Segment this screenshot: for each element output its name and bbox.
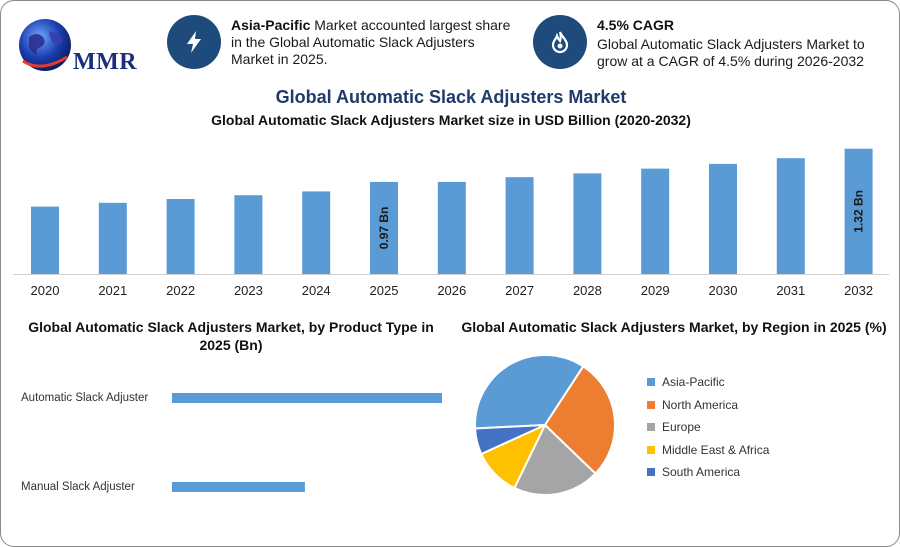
- pie-slice-2: [513, 423, 597, 496]
- legend-label-1: North America: [662, 397, 739, 412]
- x-tick-label-2024: 2024: [302, 283, 331, 298]
- flame-drop-icon: [533, 15, 587, 69]
- region-pie-title: Global Automatic Slack Adjusters Market,…: [461, 319, 887, 335]
- mmr-logo: MMR: [15, 13, 145, 77]
- bar-2027: [505, 177, 534, 274]
- x-tick-label-2027: 2027: [505, 283, 534, 298]
- x-tick-label-2025: 2025: [370, 283, 399, 298]
- legend-item-3: Middle East & Africa: [647, 439, 847, 462]
- bar-2023: [234, 195, 263, 274]
- legend-item-4: South America: [647, 461, 847, 484]
- x-tick-label-2032: 2032: [844, 283, 873, 298]
- info-left-text: Asia-Pacific Market accounted largest sh…: [231, 17, 521, 68]
- chart-subtitle: Global Automatic Slack Adjusters Market …: [211, 112, 691, 128]
- x-tick-label-2031: 2031: [776, 283, 805, 298]
- legend-swatch-3: [647, 445, 655, 454]
- logo-text: MMR: [73, 49, 138, 75]
- legend-label-0: Asia-Pacific: [662, 375, 725, 390]
- bar-2030: [709, 163, 737, 274]
- x-tick-label-2023: 2023: [234, 283, 263, 298]
- bar-2021: [98, 202, 127, 274]
- x-tick-label-2028: 2028: [573, 283, 602, 298]
- pie-slice-0: [474, 354, 585, 430]
- legend-item-1: North America: [647, 394, 847, 417]
- legend-item-2: Europe: [647, 416, 847, 439]
- product-bar-1: [172, 482, 305, 492]
- region-legend: Asia-Pacific North America Europe Middle Ea…: [647, 371, 847, 484]
- x-tick-label-2020: 2020: [31, 283, 60, 298]
- product-label-0: Automatic Slack Adjuster: [21, 392, 148, 404]
- x-tick-label-2026: 2026: [437, 283, 466, 298]
- region-pie-chart: [474, 354, 616, 496]
- legend-swatch-1: [647, 400, 655, 409]
- x-tick-label-2030: 2030: [709, 283, 738, 298]
- legend-label-2: Europe: [662, 420, 701, 435]
- x-tick-label-2029: 2029: [641, 283, 670, 298]
- data-label-2032: 1.32 Bn: [852, 190, 866, 233]
- bar-2032: [844, 148, 873, 274]
- bar-2022: [166, 199, 195, 274]
- x-tick-label-2021: 2021: [98, 283, 127, 298]
- bar-2031: [776, 158, 805, 274]
- globe-icon: [19, 19, 71, 71]
- legend-swatch-0: [647, 378, 655, 387]
- bar-2024: [302, 191, 331, 274]
- pie-slice-1: [543, 364, 616, 475]
- market-size-bar-chart: 2020 2021 2022 2023 2024 2025 2026 2027 2028 2029…: [13, 148, 889, 298]
- product-type-title: Global Automatic Slack Adjusters Market,…: [28, 319, 434, 353]
- product-type-bar-chart: Automatic Slack Adjuster Manual Slack Adj…: [21, 392, 442, 493]
- product-bar-0: [172, 393, 442, 403]
- bar-2029: [641, 168, 670, 274]
- legend-swatch-2: [647, 423, 655, 432]
- bar-2028: [573, 173, 602, 274]
- legend-label-3: Middle East & Africa: [662, 442, 770, 457]
- lightning-bolt-icon: [167, 15, 221, 69]
- info-right-body: Global Automatic Slack Adjusters Market …: [597, 36, 865, 69]
- pie-slice-4: [474, 424, 546, 456]
- info-left-body: Market accounted largest share in the Gl…: [231, 17, 511, 67]
- data-label-2025: 0.97 Bn: [377, 207, 391, 250]
- bar-2025: [370, 181, 398, 274]
- x-tick-label-2022: 2022: [166, 283, 195, 298]
- legend-swatch-4: [647, 468, 655, 477]
- info-right-text: 4.5% CAGR Global Automatic Slack Adjuste…: [597, 17, 882, 70]
- info-left-bold: Asia-Pacific: [231, 17, 311, 33]
- legend-item-0: Asia-Pacific: [647, 371, 847, 394]
- product-label-1: Manual Slack Adjuster: [21, 481, 135, 493]
- bar-2026: [437, 181, 466, 274]
- chart-main-title: Global Automatic Slack Adjusters Market: [275, 87, 627, 107]
- bar-2020: [31, 206, 59, 274]
- legend-label-4: South America: [662, 465, 741, 480]
- info-right-bold: 4.5% CAGR: [597, 17, 675, 33]
